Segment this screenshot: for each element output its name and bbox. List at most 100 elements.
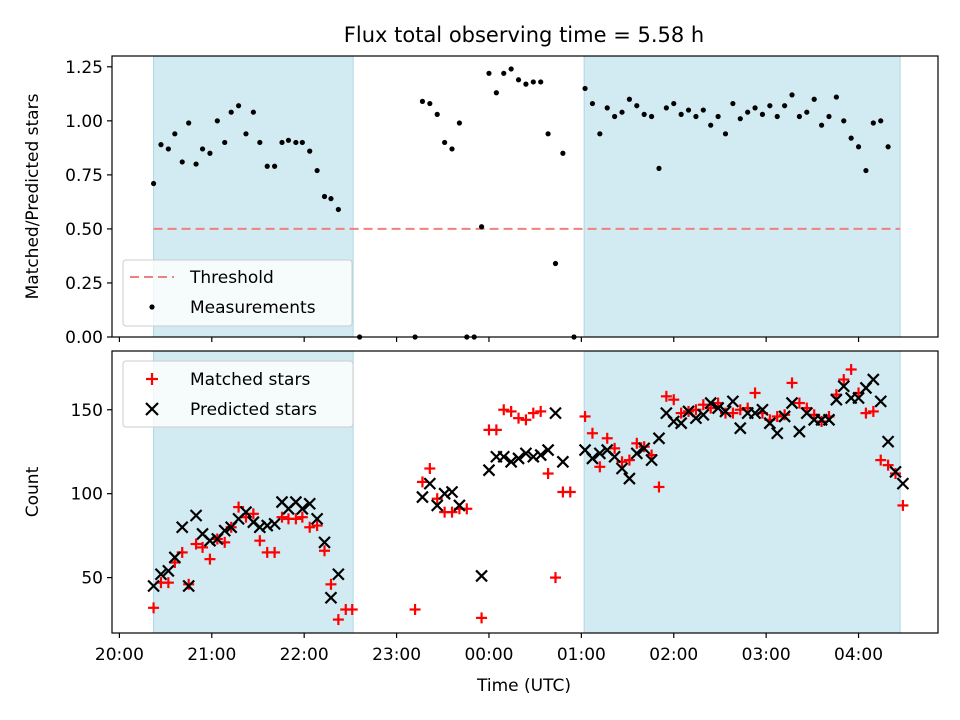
marker-stroke: [660, 406, 673, 420]
matched-stars-point: [490, 424, 502, 436]
measurement-point: [264, 163, 270, 169]
measurement-point: [179, 159, 185, 165]
legend-measurements-swatch: [149, 304, 155, 310]
predicted-stars-point: [785, 396, 799, 410]
x-tick-label: 22:00: [280, 645, 329, 665]
matched-stars-point: [860, 407, 872, 419]
marker-stroke: [837, 379, 851, 393]
marker-stroke: [593, 447, 607, 460]
measurement-point: [752, 105, 758, 111]
measurement-point: [478, 224, 485, 230]
measurement-point: [419, 98, 426, 104]
predicted-stars-point: [889, 465, 902, 479]
marker-stroke: [203, 534, 217, 547]
ratio-panel: 0.00 0.25 0.50 0.75 1.00 1.25 Matched/Predict…: [23, 55, 939, 348]
predicted-stars-point: [310, 512, 324, 526]
legend-measurements-label: Measurements: [190, 298, 316, 318]
legend-box: [122, 360, 354, 428]
legend-matched-swatch: [146, 373, 158, 385]
measurement-point: [335, 206, 341, 213]
legend-predicted-label: Predicted stars: [190, 400, 317, 420]
predicted-stars-point: [719, 405, 732, 418]
marker-stroke: [756, 403, 769, 417]
measurement-point: [193, 161, 199, 167]
measurement-point: [186, 120, 192, 126]
measurement-point: [501, 70, 507, 76]
predicted-stars-point: [881, 435, 895, 448]
x-tick-label: 21:00: [187, 645, 236, 665]
marker-stroke: [218, 524, 231, 537]
predicted-stars-point: [630, 447, 644, 460]
x-tick-label: 02:00: [649, 645, 698, 665]
marker-stroke: [541, 443, 555, 457]
measurement-point: [678, 111, 684, 117]
measurement-point: [848, 135, 854, 141]
matched-stars-point: [786, 377, 798, 389]
predicted-stars-point: [154, 567, 168, 581]
measurement-point: [774, 113, 780, 120]
predicted-stars-point: [556, 455, 570, 469]
measurement-point: [530, 79, 536, 85]
marker-stroke: [268, 517, 281, 531]
predicted-stars-point: [726, 395, 740, 408]
marker-stroke: [667, 415, 681, 428]
marker-stroke: [623, 472, 636, 485]
marker-stroke: [674, 416, 688, 430]
measurement-point: [228, 109, 234, 115]
measurement-point: [165, 146, 171, 152]
predicted-stars-point: [182, 579, 195, 593]
measurement-point: [685, 107, 692, 113]
y-tick-label: 0.75: [65, 166, 103, 186]
marker-stroke: [549, 406, 562, 420]
measurement-point: [722, 131, 729, 137]
predicted-stars-point: [203, 534, 217, 547]
measurement-point: [314, 167, 320, 174]
predicted-stars-point: [475, 569, 488, 583]
marker-stroke: [416, 490, 429, 504]
x-tick-label: 03:00: [742, 645, 791, 665]
predicted-stars-point: [896, 477, 910, 490]
marker-stroke: [196, 527, 209, 541]
measurement-point: [582, 85, 588, 92]
predicted-stars-point: [430, 499, 444, 512]
measurement-point: [243, 131, 249, 137]
matched-stars-point: [875, 454, 887, 466]
marker-stroke: [445, 485, 459, 499]
marker-stroke: [719, 405, 732, 418]
measurement-point: [626, 96, 633, 102]
matched-stars-point: [535, 405, 547, 417]
predicted-stars-point: [623, 472, 636, 485]
predicted-stars-point: [482, 463, 496, 477]
marker-stroke: [332, 567, 345, 581]
predicted-stars-point: [175, 520, 189, 534]
x-tick-label: 01:00: [557, 645, 606, 665]
predicted-stars-point: [534, 448, 547, 462]
marker-stroke: [793, 425, 806, 438]
matched-stars-point: [542, 468, 554, 480]
marker-stroke: [182, 579, 195, 593]
measurement-point: [811, 96, 817, 102]
measurement-point: [804, 109, 810, 115]
predicted-stars-point: [423, 477, 437, 490]
predicted-stars-point: [253, 520, 267, 534]
predicted-stars-point: [218, 524, 231, 537]
predicted-stars-point: [519, 447, 533, 460]
measurement-point: [307, 148, 313, 154]
measurement-point: [612, 113, 618, 120]
y-tick-label: 0.50: [65, 220, 103, 240]
predicted-stars-point: [332, 567, 345, 581]
count-legend: Matched stars Predicted stars: [122, 360, 354, 428]
measurement-point: [789, 92, 795, 98]
ratio-y-axis-label: Matched/Predicted stars: [23, 93, 43, 299]
marker-stroke: [303, 497, 317, 511]
measurement-point: [671, 100, 677, 107]
predicted-stars-point: [260, 519, 274, 532]
marker-stroke: [324, 591, 338, 605]
marker-stroke: [512, 452, 525, 465]
measurement-point: [693, 113, 699, 120]
measurement-point: [172, 131, 178, 137]
predicted-stars-point: [504, 455, 518, 469]
count-y-axis-label: Count: [23, 466, 43, 517]
matched-stars-point: [409, 604, 421, 615]
